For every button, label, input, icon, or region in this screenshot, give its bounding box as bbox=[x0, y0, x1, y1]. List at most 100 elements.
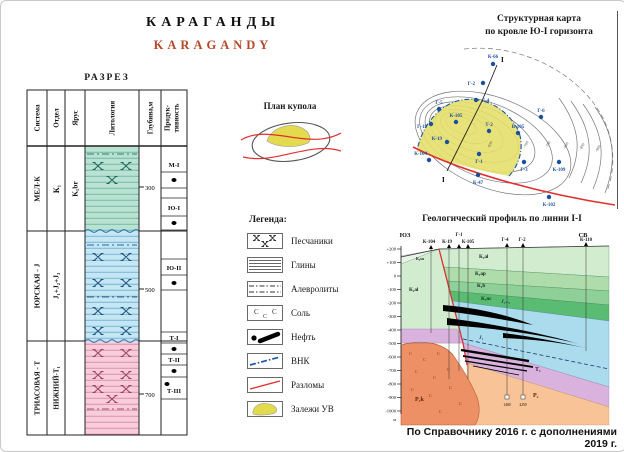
horizon-labels: М-I Ю-I Ю-II Т-I Т-II Т-III bbox=[167, 162, 182, 395]
svg-text:В-105: В-105 bbox=[512, 125, 525, 130]
layer-k1b: К₁b bbox=[477, 283, 485, 289]
svg-text:-900: -900 bbox=[388, 395, 397, 400]
svg-text:-800: -800 bbox=[388, 382, 397, 387]
header-depth: Глубина,м bbox=[146, 101, 154, 134]
svg-text:Г-1: Г-1 bbox=[475, 160, 483, 165]
layer-k2sn: К₂sn bbox=[416, 256, 425, 261]
svg-text:С: С bbox=[447, 367, 450, 372]
owc-line bbox=[416, 98, 522, 177]
siltstone-lines bbox=[87, 153, 137, 410]
svg-text:Г-3: Г-3 bbox=[520, 168, 528, 173]
table-grid bbox=[26, 89, 188, 436]
profile-wells: 1400 2250 bbox=[429, 242, 588, 407]
section-label-bottom: I bbox=[442, 176, 445, 184]
layer-p1k: Р₁k bbox=[415, 397, 424, 403]
salt-symbols: С С С С С С С С С С С bbox=[409, 351, 462, 414]
svg-text:-600: -600 bbox=[388, 355, 397, 360]
svg-text:Г-4: Г-4 bbox=[501, 238, 509, 243]
horizon-m1: М-I bbox=[169, 162, 180, 169]
header-stage: Ярус bbox=[71, 110, 79, 125]
legend-label-siltstone: Алевролиты bbox=[291, 284, 339, 294]
svg-text:-700: -700 bbox=[523, 140, 530, 148]
svg-text:С: С bbox=[423, 357, 426, 362]
series-triassic: НИЖНИЙ-Т₁ bbox=[52, 366, 60, 409]
svg-text:-200: -200 bbox=[388, 301, 397, 306]
svg-text:С: С bbox=[415, 369, 418, 374]
svg-text:-700: -700 bbox=[388, 368, 397, 373]
legend-title: Легенда: bbox=[249, 215, 287, 225]
svg-text:С: С bbox=[459, 401, 462, 406]
legend-label-fault: Разломы bbox=[291, 380, 325, 390]
svg-text:Г-19: Г-19 bbox=[417, 125, 427, 130]
wavy-boundaries bbox=[84, 229, 140, 343]
elevation-axis: +200 +100 0 -100 -200 -300 -400 -500 -60… bbox=[385, 246, 402, 422]
svg-text:С: С bbox=[433, 375, 436, 380]
profile-fault-line bbox=[438, 248, 468, 366]
column-headers: Система Отдел Ярус Литология Глубина,м П… bbox=[33, 101, 180, 136]
legend: Песчаники Глины Алевролиты С С С Соль bbox=[247, 233, 338, 425]
oil-swatch-icon bbox=[247, 329, 283, 345]
profile-layers bbox=[438, 245, 610, 426]
svg-text:С: С bbox=[409, 351, 412, 356]
title-block: КАРАГАНДЫ KARAGANDY bbox=[87, 15, 339, 53]
layer-k1al-left: К₁al bbox=[409, 287, 419, 293]
depth-500: 500 bbox=[145, 287, 155, 294]
legend-item-salt: С С С Соль bbox=[247, 305, 338, 321]
horizon-t3: Т-III bbox=[167, 388, 182, 395]
header-series: Отдел bbox=[52, 108, 60, 127]
salt-swatch-icon: С С С bbox=[247, 305, 283, 321]
map-wells bbox=[426, 61, 562, 200]
svg-text:К-47: К-47 bbox=[473, 181, 484, 186]
svg-text:0: 0 bbox=[394, 274, 397, 279]
system-triassic: ТРИАСОВАЯ - Т bbox=[33, 360, 41, 415]
svg-text:С: С bbox=[411, 387, 414, 392]
map-title-line1: Структурная карта bbox=[497, 14, 581, 24]
unit-labels: МЕЛ-К К₁ K₁br ЮРСКАЯ - J J₁+J₂+J₃ ТРИАСО… bbox=[33, 176, 80, 416]
svg-text:К-109: К-109 bbox=[553, 168, 566, 173]
dome-deposit bbox=[266, 125, 311, 147]
legend-label-clay: Глины bbox=[291, 260, 316, 270]
productivity-grid bbox=[161, 171, 187, 400]
svg-text:К-104: К-104 bbox=[414, 152, 427, 157]
svg-text:Г-2: Г-2 bbox=[468, 82, 476, 87]
svg-text:С: С bbox=[437, 351, 440, 356]
page-title-ru: КАРАГАНДЫ bbox=[146, 15, 280, 30]
layer-t1: Т₁ bbox=[535, 367, 541, 373]
header-lithology: Литология bbox=[108, 101, 116, 136]
lithology-fills bbox=[85, 146, 139, 435]
salt-letter: С bbox=[272, 308, 277, 316]
salt-letter: С bbox=[254, 308, 259, 316]
contour-labels: -650 -700 -750 -800 -850 -900 bbox=[487, 140, 602, 152]
svg-text:К-19: К-19 bbox=[442, 240, 452, 245]
legend-label-owc: ВНК bbox=[291, 356, 310, 366]
td-label-2: 2250 bbox=[519, 403, 526, 407]
map-title: Структурная карта по кровле Ю-I горизонт… bbox=[449, 13, 624, 39]
svg-text:-1000: -1000 bbox=[385, 409, 396, 414]
svg-text:-400: -400 bbox=[388, 328, 397, 333]
series-cretaceous: К₁ bbox=[52, 184, 61, 193]
svg-text:С: С bbox=[429, 393, 432, 398]
svg-text:Г-4: Г-4 bbox=[482, 99, 490, 104]
fault-swatch-icon bbox=[247, 377, 283, 393]
profile-top-labels: ЮЗ СВ К-104 К-19 К-105 Г-1 Г-4 Г-2 К-110 bbox=[400, 232, 593, 245]
legend-item-fault: Разломы bbox=[247, 377, 338, 393]
hc-deposit-swatch-icon bbox=[247, 401, 283, 417]
svg-text:Г-6: Г-6 bbox=[537, 109, 545, 114]
profile-title: Геологический профиль по линии I-I bbox=[422, 214, 582, 224]
legend-label-oil: Нефть bbox=[291, 332, 316, 342]
horizon-yu1: Ю-I bbox=[168, 205, 180, 212]
depth-700: 700 bbox=[145, 392, 155, 399]
section-line bbox=[446, 64, 498, 172]
page-title-en: KARAGANDY bbox=[153, 38, 273, 52]
svg-text:-100: -100 bbox=[388, 287, 397, 292]
svg-text:+100: +100 bbox=[387, 260, 397, 265]
razrez-title: РАЗРЕЗ bbox=[84, 73, 130, 83]
svg-text:Г-5: Г-5 bbox=[435, 101, 443, 106]
layer-j23: J₂₊₃ bbox=[500, 299, 510, 305]
map-fault-line bbox=[412, 146, 616, 206]
svg-text:Т-2: Т-2 bbox=[485, 123, 493, 128]
system-jurassic: ЮРСКАЯ - J bbox=[33, 263, 42, 308]
siltstone-swatch-icon bbox=[247, 281, 283, 297]
legend-item-clay: Глины bbox=[247, 257, 338, 273]
legend-item-hc-deposit: Залежи УВ bbox=[247, 401, 338, 417]
